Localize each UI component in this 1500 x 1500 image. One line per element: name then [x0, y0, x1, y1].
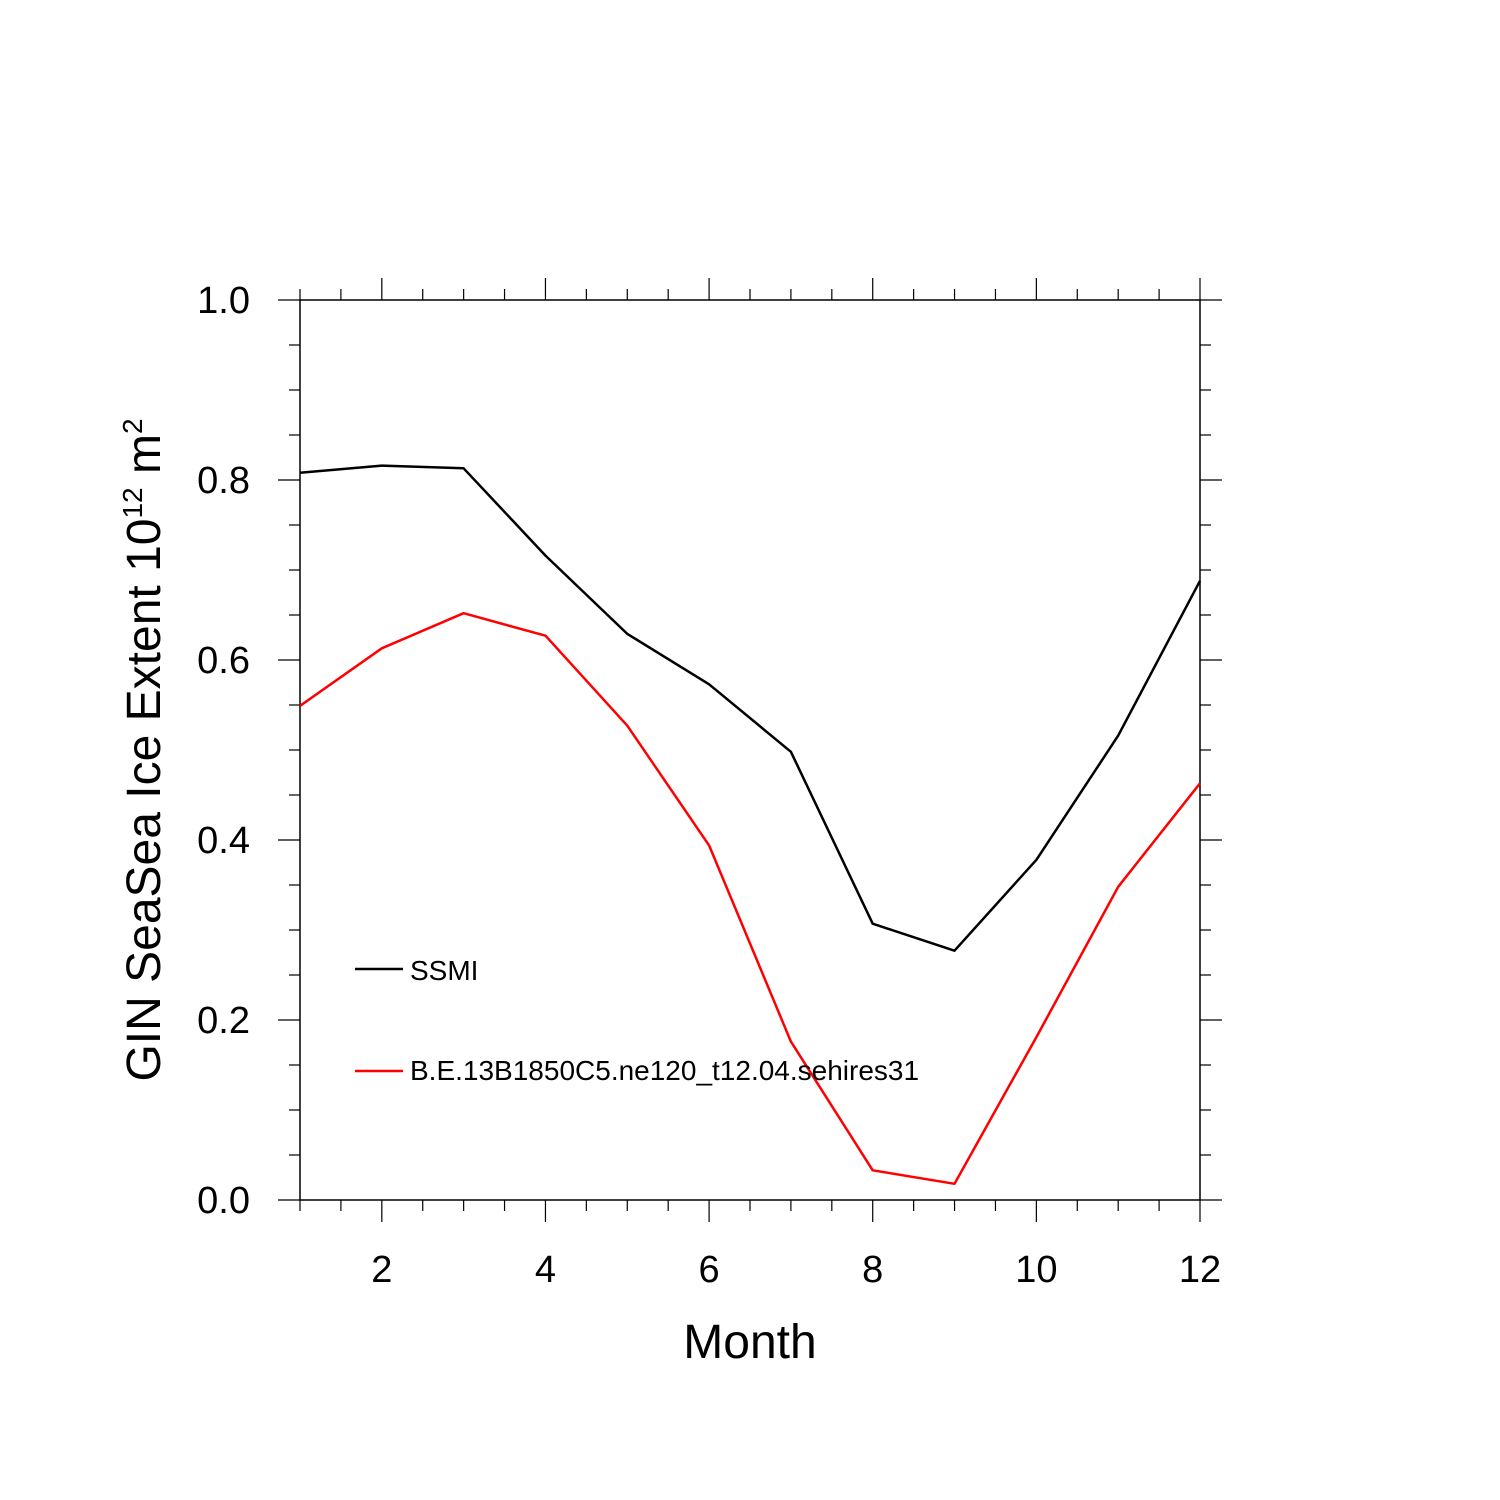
plot-frame: [299, 299, 1201, 1201]
x-tick-label: 4: [535, 1249, 556, 1291]
tick-labels: 2 4 6 8 10 12 0.0 0.2 0.4 0.6 0.8 1.0: [197, 280, 1221, 1291]
x-tick-label: 6: [699, 1249, 720, 1291]
legend-label-ssmi: SSMI: [410, 955, 478, 986]
y-tick-label: 0.8: [197, 460, 250, 502]
y-tick-label: 1.0: [197, 280, 250, 322]
legend: SSMI B.E.13B1850C5.ne120_t12.04.sehires3…: [355, 955, 919, 1086]
x-tick-label: 10: [1015, 1249, 1057, 1291]
y-tick-label: 0.0: [197, 1180, 250, 1222]
x-axis-title: Month: [683, 1316, 816, 1369]
y-tick-label: 0.2: [197, 1000, 250, 1042]
legend-label-model: B.E.13B1850C5.ne120_t12.04.sehires31: [410, 1055, 919, 1086]
series-line-0: [299, 464, 1202, 952]
y-axis-title-exponent: 12: [117, 487, 148, 518]
series-line-1: [299, 611, 1201, 1186]
axis-ticks: [278, 278, 1222, 1222]
y-axis-title: GIN SeaSea Ice Extent 1012 m2: [117, 418, 171, 1081]
y-axis-title-unit: m: [118, 434, 171, 487]
x-tick-label: 2: [371, 1249, 392, 1291]
y-axis-title-main: GIN SeaSea Ice Extent 10: [118, 519, 171, 1082]
y-axis-title-unit-exponent: 2: [117, 418, 148, 434]
x-tick-label: 12: [1179, 1249, 1221, 1291]
x-tick-label: 8: [862, 1249, 883, 1291]
series-layer: [299, 464, 1202, 1186]
y-tick-label: 0.6: [197, 640, 250, 682]
y-tick-label: 0.4: [197, 820, 250, 862]
